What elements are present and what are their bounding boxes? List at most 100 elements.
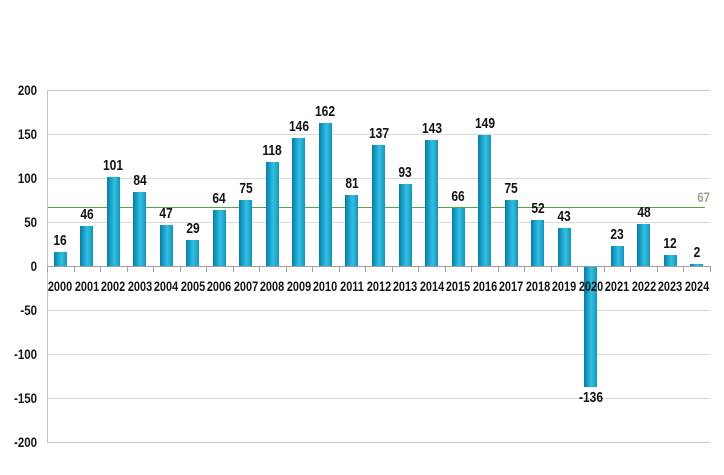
bar <box>345 194 359 266</box>
bar-value-label: 64 <box>212 189 227 207</box>
x-axis-tick <box>312 266 314 272</box>
bar-value-label: 101 <box>103 157 124 175</box>
x-axis-tick <box>338 266 340 272</box>
bar-value-label: 46 <box>80 205 94 223</box>
bar <box>106 177 120 266</box>
bar <box>557 228 571 266</box>
x-axis-tick <box>73 266 75 272</box>
bar-value-label: 118 <box>262 142 283 160</box>
bar-value-label: 2 <box>693 244 701 262</box>
bar <box>531 220 545 266</box>
y-axis-tick-label: 0 <box>30 258 37 274</box>
x-axis-tick <box>710 266 711 272</box>
gridline <box>47 398 710 399</box>
x-axis-tick <box>232 266 234 272</box>
bar-value-label: 52 <box>530 200 545 218</box>
x-axis-tick <box>497 266 499 272</box>
x-axis-tick <box>47 266 48 272</box>
bar-value-label: 43 <box>557 208 571 226</box>
x-axis-tick <box>179 266 181 272</box>
x-axis-tick-label: 2000 <box>48 278 73 294</box>
x-axis-tick-label: 2019 <box>551 278 577 294</box>
bar <box>292 137 306 266</box>
bar-value-label: 162 <box>315 103 336 121</box>
bar <box>318 123 332 266</box>
bar <box>80 225 94 266</box>
x-axis-tick <box>683 266 685 272</box>
x-axis-line <box>47 266 710 267</box>
x-axis-tick <box>285 266 287 272</box>
bar <box>53 251 67 266</box>
bar <box>637 223 651 266</box>
y-axis-tick-label: 150 <box>17 126 37 142</box>
x-axis-tick-label: 2001 <box>74 278 99 294</box>
x-axis-tick <box>550 266 552 272</box>
x-axis-tick <box>100 266 102 272</box>
x-axis-tick-label: 2021 <box>605 278 630 294</box>
gridline <box>47 134 710 135</box>
bar-value-label: 81 <box>345 174 359 192</box>
y-axis-tick-label: 50 <box>24 214 37 230</box>
x-axis-tick <box>630 266 632 272</box>
x-axis-tick-label: 2012 <box>366 278 391 294</box>
bar <box>398 184 412 266</box>
x-axis-tick-label: 2017 <box>498 278 524 294</box>
x-axis-tick-label: 2006 <box>207 278 232 294</box>
x-axis-tick-label: 2024 <box>684 278 709 294</box>
gridline <box>47 442 710 443</box>
bar-value-label: 137 <box>368 125 389 143</box>
x-axis-tick <box>259 266 261 272</box>
x-axis-tick-label: 2009 <box>286 278 312 294</box>
bar-value-label: 75 <box>504 180 518 197</box>
bar-value-label: -136 <box>578 388 603 406</box>
x-axis-tick-label: 2018 <box>525 278 550 294</box>
x-axis-tick-label: 2016 <box>472 278 497 294</box>
bar-value-label: 23 <box>610 225 624 243</box>
bar-value-label: 75 <box>239 180 253 197</box>
bar-value-label: 29 <box>186 220 200 238</box>
bar <box>265 162 279 266</box>
x-axis-tick <box>577 266 579 272</box>
bar <box>610 245 624 266</box>
bar <box>504 200 518 266</box>
y-axis-tick-label: -100 <box>14 346 38 362</box>
bar-value-label: 66 <box>451 187 465 205</box>
y-axis-tick-label: -150 <box>14 390 38 406</box>
x-axis-tick-label: 2008 <box>260 278 285 294</box>
x-axis-tick-label: 2015 <box>445 278 471 294</box>
bar <box>372 145 385 266</box>
x-axis-tick <box>153 266 155 272</box>
gridline <box>47 310 710 311</box>
y-axis-tick-label: -50 <box>20 302 37 318</box>
reference-line-label: 67 <box>697 189 710 206</box>
bar-value-label: 16 <box>53 231 67 249</box>
x-axis-tick <box>444 266 446 272</box>
bar-value-label: 146 <box>288 117 309 135</box>
bar <box>584 267 598 387</box>
bar <box>159 224 173 266</box>
x-axis-tick <box>418 266 420 272</box>
x-axis-tick-label: 2005 <box>180 278 206 294</box>
gridline <box>47 90 710 91</box>
y-axis-tick-label: 100 <box>17 170 37 186</box>
bar <box>690 264 704 266</box>
bar-value-label: 143 <box>421 120 442 138</box>
bar <box>451 207 465 266</box>
x-axis-tick-label: 2002 <box>101 278 126 294</box>
x-axis-tick <box>603 266 605 272</box>
x-axis-tick <box>656 266 658 272</box>
bar <box>425 140 439 266</box>
x-axis-tick-label: 2013 <box>392 278 418 294</box>
bar-value-label: 93 <box>398 164 412 182</box>
bar <box>212 209 226 266</box>
bar <box>133 192 147 266</box>
x-axis-tick-label: 2011 <box>340 278 364 294</box>
x-axis-tick <box>126 266 128 272</box>
bar-value-label: 84 <box>133 172 147 190</box>
bar <box>663 255 677 266</box>
x-axis-tick-label: 2003 <box>127 278 152 294</box>
bar <box>478 134 492 266</box>
x-axis-tick-label: 2020 <box>578 278 603 294</box>
bar-value-label: 12 <box>663 235 677 253</box>
